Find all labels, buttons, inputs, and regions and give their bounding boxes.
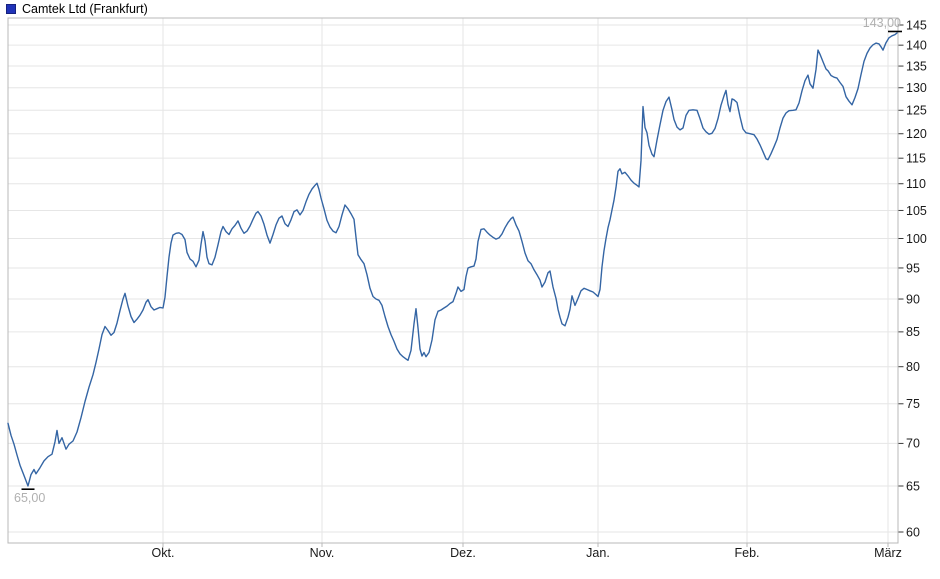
x-axis-label: Nov.	[310, 546, 335, 560]
y-axis-label: 125	[906, 104, 927, 118]
x-axis-label: Okt.	[152, 546, 175, 560]
y-axis-label: 95	[906, 261, 920, 275]
y-axis-label: 60	[906, 525, 920, 539]
series-color-marker-icon	[6, 4, 16, 14]
y-axis-label: 135	[906, 59, 927, 73]
x-axis-label: Feb.	[734, 546, 759, 560]
plot-border	[7, 17, 899, 544]
x-axis-label: Dez.	[450, 546, 476, 560]
last-price-label: 143,00	[863, 16, 901, 30]
y-axis-label: 115	[906, 151, 926, 165]
y-axis-label: 130	[906, 81, 927, 95]
y-axis-label: 85	[906, 325, 920, 339]
low-price-label: 65,00	[14, 491, 45, 505]
y-axis-label: 75	[906, 397, 920, 411]
y-axis-label: 70	[906, 437, 920, 451]
y-axis-label: 90	[906, 292, 920, 306]
y-axis-label: 80	[906, 360, 920, 374]
y-axis-label: 140	[906, 38, 927, 52]
y-axis-label: 120	[906, 127, 927, 141]
y-axis-label: 105	[906, 204, 927, 218]
chart-title: Camtek Ltd (Frankfurt)	[22, 2, 148, 16]
y-axis-label: 65	[906, 479, 920, 493]
y-axis-label: 110	[906, 177, 926, 191]
x-axis-label: März	[874, 546, 902, 560]
y-axis-label: 145	[906, 18, 927, 32]
chart-legend: Camtek Ltd (Frankfurt)	[6, 2, 148, 16]
x-axis-label: Jan.	[586, 546, 610, 560]
y-axis-label: 100	[906, 232, 927, 246]
price-line	[7, 32, 898, 487]
